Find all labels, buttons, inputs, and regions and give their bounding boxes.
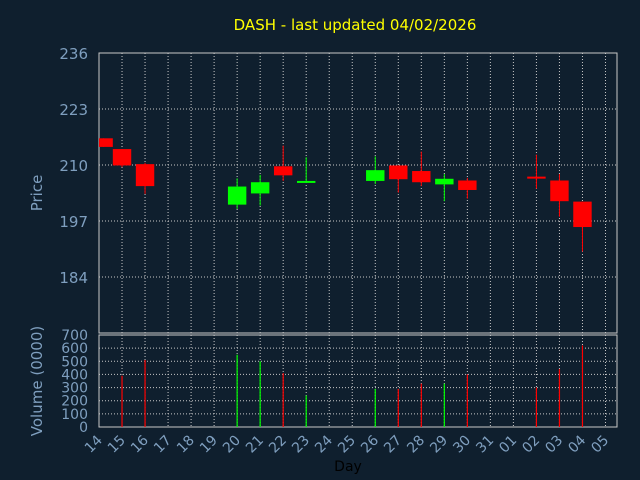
price-tick-label: 223	[59, 101, 88, 119]
x-axis-label: Day	[334, 459, 362, 475]
candle-body	[273, 166, 293, 176]
candle-body	[112, 149, 132, 166]
price-axis-label: Price	[28, 175, 46, 212]
price-y-ticks: 184 197 210 223 236	[59, 45, 88, 287]
volume-tick-label: 600	[61, 341, 88, 357]
chart-title: DASH - last updated 04/02/2026	[234, 16, 477, 34]
volume-tick-label: 700	[61, 328, 88, 344]
price-tick-label: 210	[59, 157, 88, 175]
volume-tick-label: 400	[61, 367, 88, 383]
volume-plot-frame	[98, 334, 618, 428]
candle-body	[573, 201, 592, 228]
candle-body	[458, 180, 477, 190]
candles	[99, 138, 592, 252]
candle-body	[389, 165, 408, 180]
candle-body	[527, 176, 546, 179]
volume-tick-label: 0	[79, 420, 88, 436]
candle-body	[435, 178, 454, 185]
price-plot-frame	[98, 52, 618, 334]
price-tick-label: 197	[59, 213, 88, 231]
volume-tick-label: 200	[61, 394, 88, 410]
candle-body	[412, 171, 431, 183]
volume-tick-label: 100	[61, 407, 88, 423]
candle-body	[296, 180, 316, 183]
candle-body	[135, 164, 155, 187]
candle-body	[250, 182, 270, 194]
candle-body	[99, 138, 113, 147]
volume-tick-label: 300	[61, 381, 88, 397]
price-tick-label: 184	[59, 269, 88, 287]
candle-body	[366, 170, 385, 181]
x-tick-labels: 14 15 16 17 18 19 20 21 22 23 24 25 26 27 28 29 30 31 01 02…	[82, 432, 612, 456]
volume-axis-label: Volume (0000)	[28, 326, 46, 436]
candle-body	[227, 186, 247, 205]
price-tick-label: 236	[59, 45, 88, 63]
candle-body	[550, 180, 569, 202]
volume-bars	[121, 345, 584, 427]
volume-tick-label: 500	[61, 354, 88, 370]
